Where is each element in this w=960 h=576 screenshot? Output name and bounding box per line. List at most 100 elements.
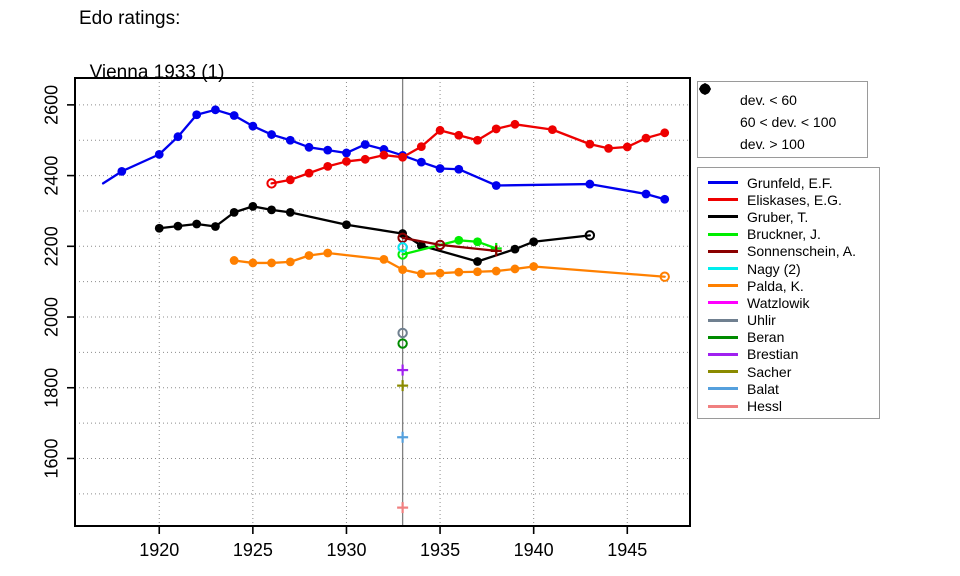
marker-legend-item: 60 < dev. < 100 [699,83,867,133]
y-tick-label: 2200 [41,226,61,266]
data-point [342,220,351,230]
series-legend-label: Brestian [747,346,799,363]
x-tick-label: 1920 [139,540,179,560]
data-point [641,133,651,143]
series-line-gruber-t [158,205,591,263]
series-legend-label: Eliskases, E.G. [747,191,842,208]
series-legend-item-brestian: Brestian [708,346,879,363]
data-point [491,266,501,276]
data-point [379,150,389,160]
data-point [229,256,239,265]
series-color-swatch [708,284,738,288]
series-legend-label: Nagy (2) [747,260,801,277]
series-color-swatch [708,318,738,322]
data-point-open [659,271,670,282]
data-point [342,148,351,158]
data-point [529,237,539,247]
y-tick-label: 2400 [41,156,61,196]
data-point [192,219,202,229]
series-color-swatch [708,370,738,374]
data-point-open [397,327,408,339]
series-legend-item-sacher: Sacher [708,363,879,380]
data-point [622,142,632,152]
data-point [248,258,258,268]
data-point [398,265,408,275]
data-point [660,128,670,138]
data-point [454,164,464,174]
data-point [454,130,464,140]
series-legend-item-beran: Beran [708,329,879,346]
series-legend-item-balat: Balat [708,380,879,397]
data-point [360,140,370,149]
data-point [473,257,482,266]
series-legend-label: Grunfeld, E.F. [747,174,833,191]
data-point [342,157,351,166]
data-point-open [584,230,596,241]
data-point [416,269,426,279]
series-bruckner-j [397,235,502,260]
data-point [473,135,482,145]
data-point [117,166,127,176]
series-legend-label: Sacher [747,363,792,380]
series-legend: Grunfeld, E.F. Eliskases, E.G. Gruber, T. B… [697,167,880,419]
series-color-swatch [708,301,738,305]
series-color-swatch [708,267,738,271]
series-beran [397,338,408,349]
series-color-swatch [708,198,738,202]
data-point [510,264,520,274]
series-legend-label: Bruckner, J. [747,226,821,243]
data-point [360,154,370,164]
series-color-swatch [708,335,738,339]
series-legend-label: Watzlowik [747,294,810,311]
data-point-open [397,249,408,260]
data-point [229,111,239,120]
series-gruber-t [154,201,596,266]
series-palda-k [229,248,670,282]
chart-title-line1: Edo ratings: [79,8,181,29]
data-point-open [434,239,446,251]
y-tick-label: 1800 [41,368,61,408]
data-point [173,132,183,142]
x-tick-label: 1935 [420,540,460,560]
gridlines [75,78,690,526]
series-color-swatch [708,215,738,219]
data-point-open [266,178,277,189]
x-tick-label: 1940 [514,540,554,560]
data-point [416,157,426,167]
data-point [435,125,445,135]
series-uhlir [397,327,408,339]
marker-legend-label: 60 < dev. < 100 [740,114,837,130]
data-point [491,124,501,134]
data-point [285,135,295,145]
series-legend-label: Balat [747,380,779,397]
data-point [435,164,445,173]
data-point [323,161,333,171]
marker-legend: dev. < 60 60 < dev. < 100 dev. > 100 [697,81,868,158]
data-point [547,125,557,135]
data-point [604,143,613,153]
series-balat [397,431,409,443]
series-color-swatch [708,232,738,236]
series-legend-label: Palda, K. [747,277,804,294]
data-point [211,105,220,115]
series-legend-item-watzlowik: Watzlowik [708,294,879,311]
series-legend-item-gruber-t: Gruber, T. [708,208,879,225]
data-point [154,149,164,159]
data-point-open [397,338,408,349]
series-legend-label: Hessl [747,398,783,415]
data-point [416,142,426,151]
series-eliskases-e-g [266,119,670,189]
data-point [154,223,164,233]
x-tick-label: 1945 [607,540,647,560]
data-point [510,244,520,254]
series-brestian [397,364,409,376]
data-point [398,152,408,162]
series-nagy-2 [397,242,408,253]
y-tick-label: 1600 [41,438,61,478]
data-point [473,237,482,247]
plot-border [74,77,691,527]
data-point [248,121,258,131]
axes: 1920 1925 1930 1935 1940 1945 1600 1800 2000 2200… [41,85,647,560]
data-point [323,145,333,155]
